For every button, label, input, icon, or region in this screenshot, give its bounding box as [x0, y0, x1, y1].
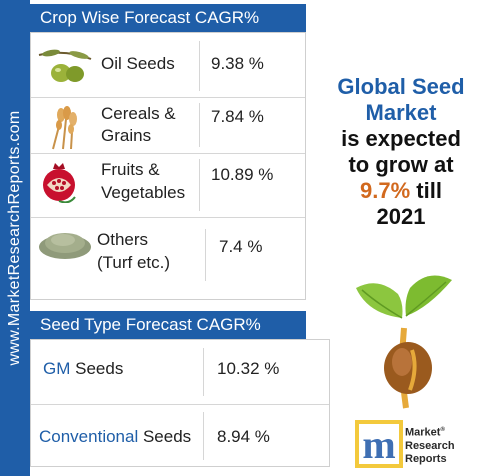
crop-table: Oil Seeds 9.38 % Cereals & Grains 7.84 %: [30, 32, 306, 300]
logo-line1: Market®: [405, 426, 445, 439]
headline-line: is expected: [341, 126, 461, 151]
sidebar-banner: www.MarketResearchReports.com: [0, 0, 30, 476]
crop-name: Others: [97, 230, 149, 249]
row-divider: [31, 97, 305, 98]
seed-table: GM Seeds 10.32 % Conventional Seeds 8.94…: [30, 339, 330, 467]
olive-icon: [38, 49, 92, 82]
crop-row: Cereals & Grains 7.84 %: [31, 97, 305, 153]
headline-year: 2021: [376, 204, 426, 229]
column-divider: [203, 412, 204, 460]
crop-cagr: 10.89 %: [211, 165, 274, 184]
crop-name: Oil Seeds: [101, 54, 175, 73]
seed-cagr: 8.94 %: [217, 427, 270, 446]
crop-name-line2: (Turf etc.): [97, 253, 171, 272]
sprouting-seed-icon: [356, 275, 452, 409]
crop-row: Oil Seeds 9.38 %: [31, 33, 305, 97]
row-divider: [31, 153, 305, 154]
headline: Global Seed Market is expected to grow a…: [318, 74, 484, 230]
crop-cagr: 9.38 %: [211, 54, 264, 73]
company-logo-icon: m: [355, 420, 403, 468]
crop-cagr: 7.4 %: [219, 237, 263, 256]
logo-line2: Research: [405, 439, 455, 452]
seed-type-prefix: Conventional: [39, 427, 139, 446]
column-divider: [199, 103, 200, 147]
crop-cagr: 7.84 %: [211, 107, 264, 126]
growth-rate: 9.7%: [360, 178, 411, 203]
column-divider: [199, 41, 200, 91]
headline-growth-line: 9.7% till: [318, 178, 484, 204]
seed-type-prefix: GM: [43, 359, 71, 378]
headline-line: Market: [365, 100, 437, 125]
row-divider: [31, 404, 329, 405]
logo-mark: m: [362, 422, 395, 467]
column-divider: [205, 229, 206, 281]
crop-section-title: Crop Wise Forecast CAGR%: [30, 4, 306, 32]
column-divider: [203, 348, 204, 396]
seed-type-name: GM Seeds: [43, 359, 123, 379]
crop-name: Cereals &: [101, 104, 176, 123]
column-divider: [199, 159, 200, 211]
crop-name-line2: Vegetables: [101, 183, 186, 202]
wheat-icon: [52, 106, 77, 150]
company-logo-text: Market® Research Reports: [405, 424, 455, 466]
crop-name: Fruits &: [101, 160, 160, 179]
crop-row: Others (Turf etc.) 7.4 %: [31, 217, 305, 301]
turf-seed-pile-icon: [39, 233, 91, 259]
seed-type-name: Conventional Seeds: [39, 427, 191, 447]
crop-row: Fruits & Vegetables 10.89 %: [31, 153, 305, 217]
seed-section-title: Seed Type Forecast CAGR%: [30, 311, 306, 339]
headline-line: to grow at: [348, 152, 454, 177]
seed-type-suffix: Seeds: [138, 427, 192, 446]
seed-cagr: 10.32 %: [217, 359, 280, 378]
headline-line: Global Seed: [337, 74, 465, 99]
pomegranate-icon: [43, 163, 76, 203]
seed-type-suffix: Seeds: [70, 359, 124, 378]
headline-till: till: [410, 178, 442, 203]
crop-name-line2: Grains: [101, 126, 152, 145]
logo-line3: Reports: [405, 452, 447, 465]
row-divider: [31, 217, 305, 218]
website-url: www.MarketResearchReports.com: [6, 110, 23, 366]
